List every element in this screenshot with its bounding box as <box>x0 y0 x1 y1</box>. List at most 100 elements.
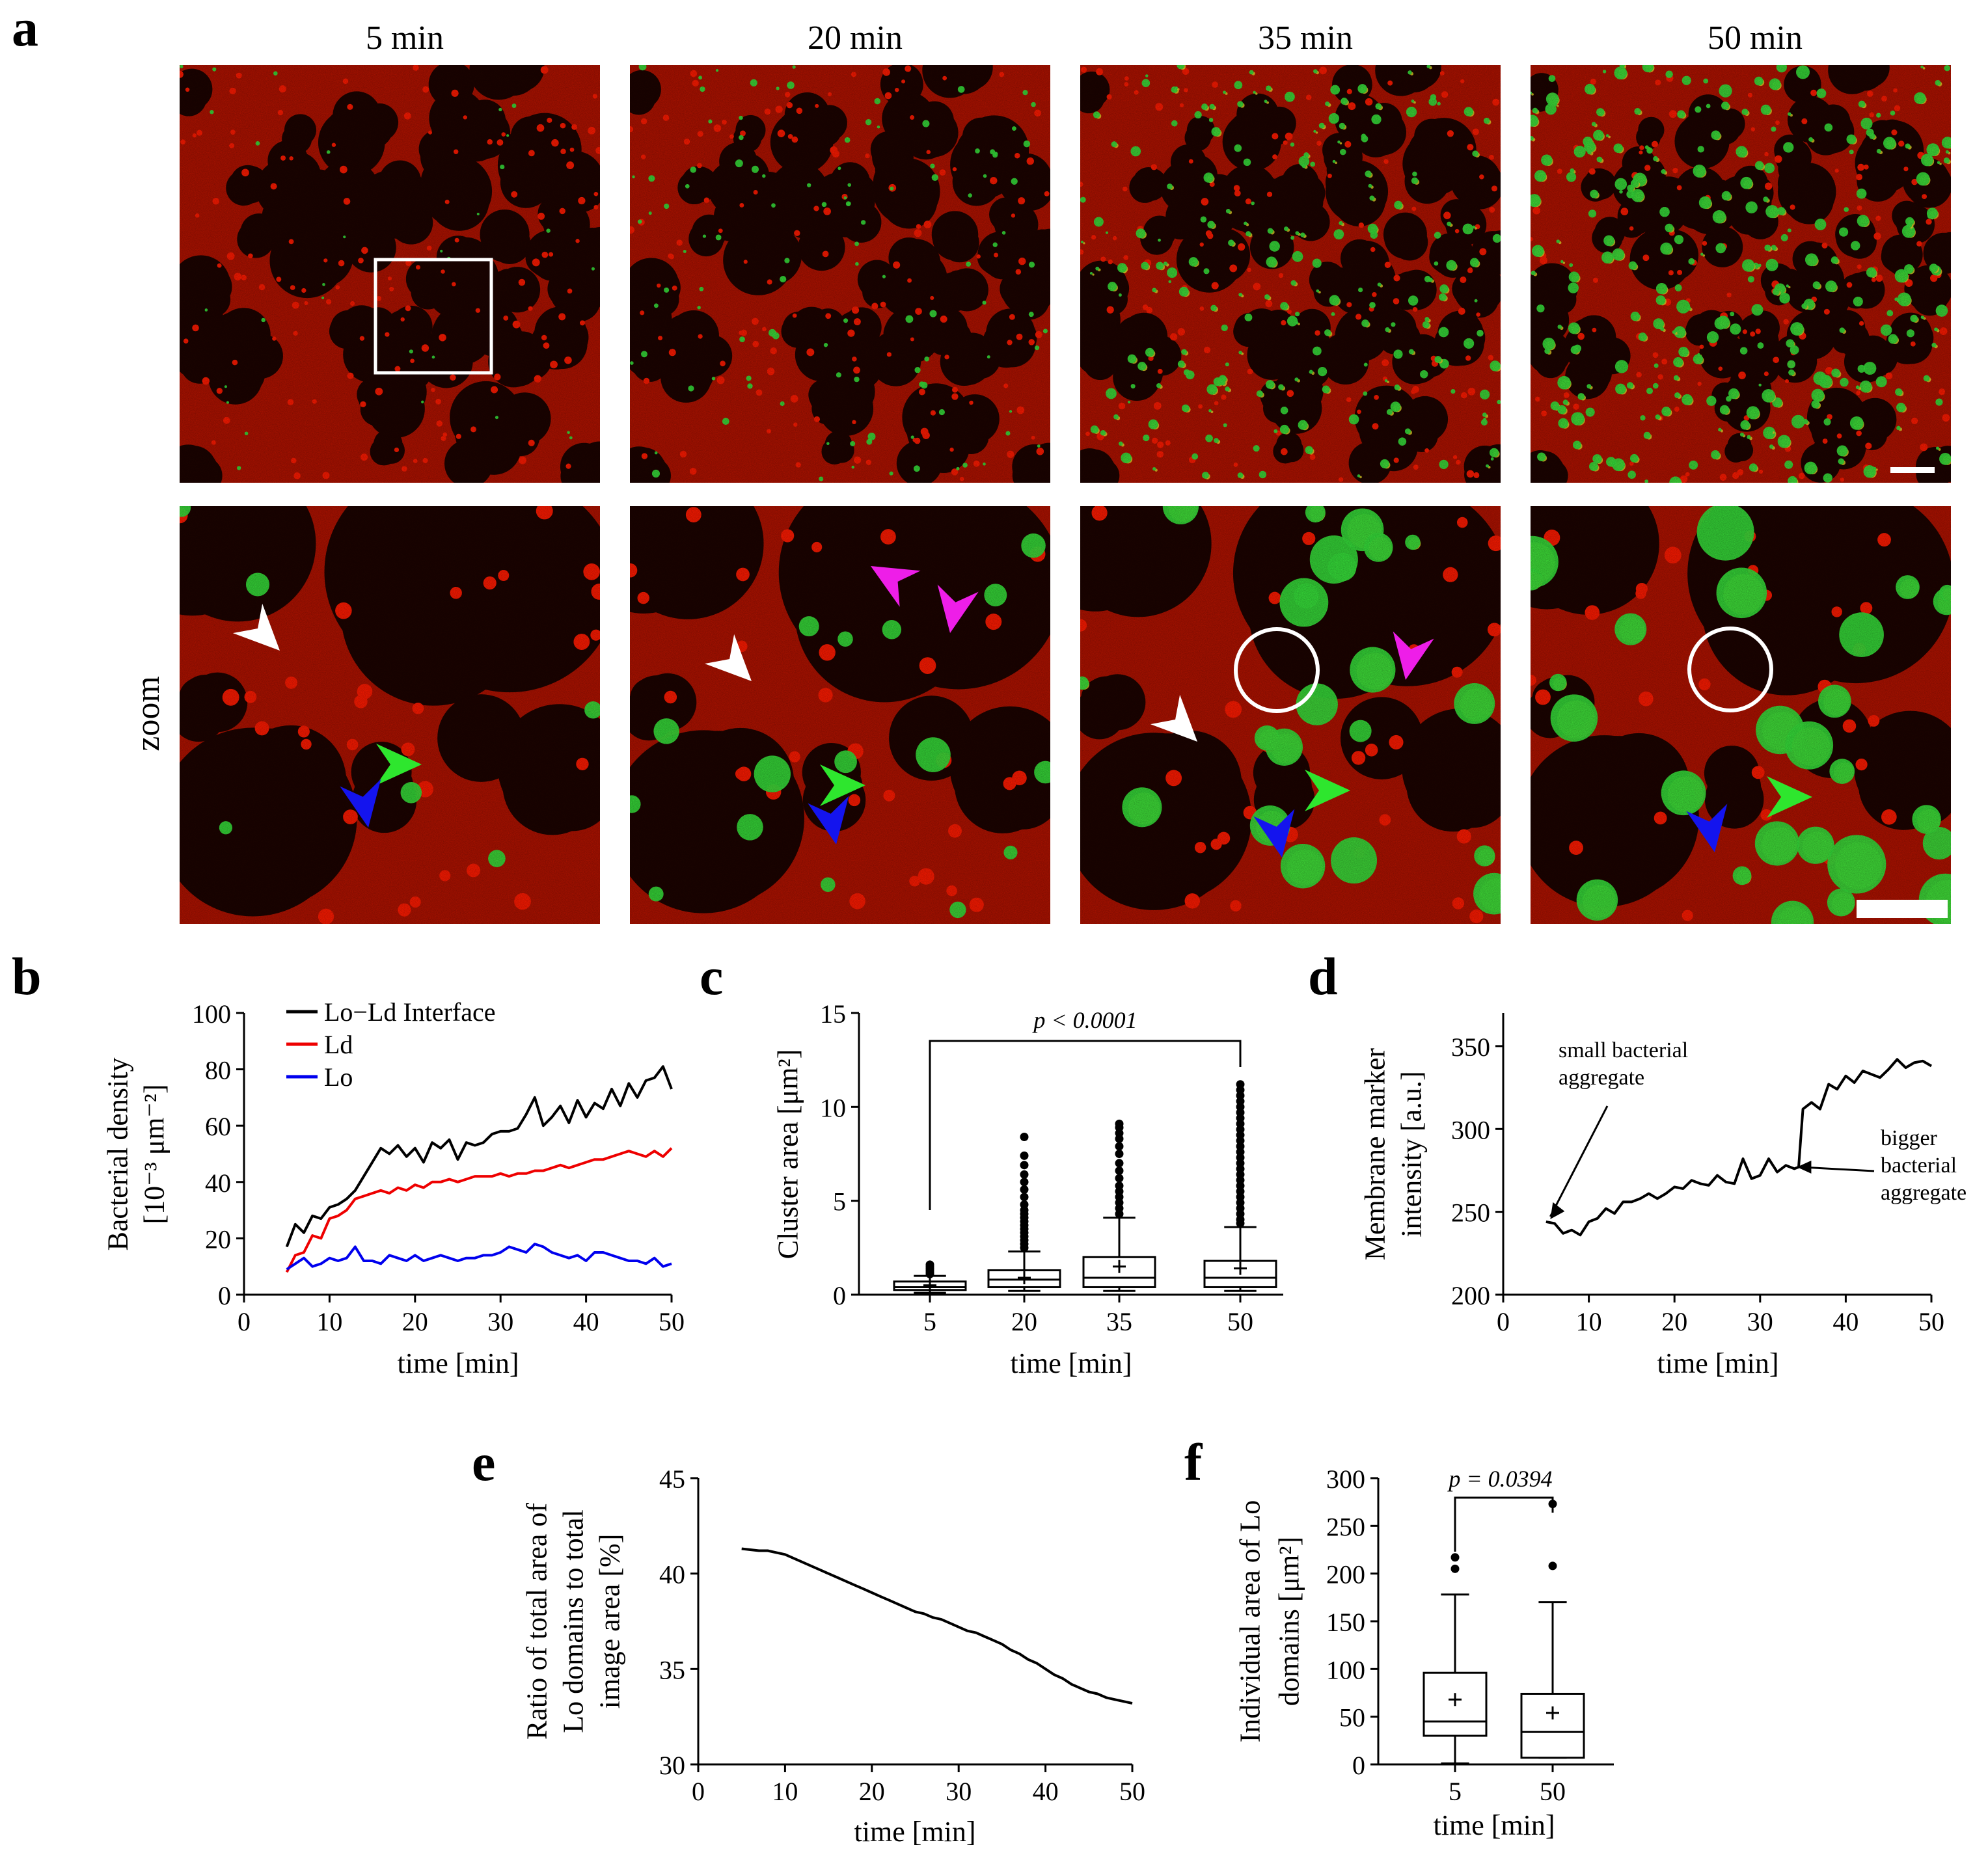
x-tick-label: 10 <box>772 1777 798 1806</box>
image-noise <box>630 65 1050 483</box>
y-axis-label-line: [10⁻³ μm⁻²] <box>138 1085 170 1224</box>
tile-content <box>630 506 1050 924</box>
x-axis-label: time [min] <box>1434 1809 1555 1841</box>
y-tick-label: 50 <box>1339 1703 1365 1733</box>
outlier-point <box>1115 1174 1124 1183</box>
y-tick-label: 5 <box>833 1187 846 1217</box>
x-tick-label: 40 <box>573 1307 599 1336</box>
y-tick-label: 35 <box>659 1655 685 1684</box>
series-line <box>741 1547 1133 1705</box>
panel-letter-e: e <box>472 1433 495 1492</box>
series-line <box>285 1065 673 1248</box>
outlier-point <box>1115 1181 1124 1191</box>
y-tick-label: 300 <box>1451 1115 1490 1144</box>
significance-bracket <box>929 1040 1242 1210</box>
box-50-min <box>1203 1080 1277 1292</box>
x-tick-label: 10 <box>1576 1307 1602 1336</box>
y-tick-label: 80 <box>205 1056 231 1085</box>
arrowhead-shape <box>1150 694 1197 742</box>
y-tick-label: 150 <box>1326 1608 1365 1637</box>
highlight-circle <box>1234 627 1320 713</box>
y-axis-label-line: Membrane marker <box>1359 1048 1391 1261</box>
outlier-point <box>1548 1561 1557 1571</box>
outlier-point <box>1236 1080 1245 1089</box>
series-line <box>1545 1058 1932 1237</box>
y-axis-label: Membrane marker intensity [a.u.] <box>1359 1048 1427 1261</box>
y-tick-label: 300 <box>1326 1464 1365 1494</box>
x-tick-label: 35 <box>1106 1307 1132 1336</box>
panel-f-lo-domain-area-chart: 0 50 100 150 200 250 300 5 50 time [min] Individua… <box>1234 1464 1614 1841</box>
white-arrowhead <box>704 634 752 681</box>
arrowhead-shape <box>1686 803 1728 852</box>
series-line <box>286 1243 672 1271</box>
highlight-circle <box>1687 627 1773 712</box>
box-35-min <box>1082 1119 1156 1292</box>
y-tick-label: 10 <box>820 1093 846 1122</box>
annotation-text: bacterial <box>1881 1154 1957 1178</box>
outlier-point <box>1020 1170 1029 1179</box>
x-tick-label: 20 <box>402 1307 428 1336</box>
image-noise <box>1531 506 1951 924</box>
outlier-point <box>925 1260 934 1269</box>
y-axis-label: Cluster area [μm²] <box>772 1049 804 1260</box>
panel-letter-b: b <box>12 947 42 1006</box>
outlier-point <box>1115 1166 1124 1175</box>
tile-content <box>630 65 1050 483</box>
y-axis-label-line: domains [μm²] <box>1273 1537 1305 1706</box>
x-tick-label: 30 <box>1747 1307 1773 1336</box>
annotation-arrowhead <box>1797 1160 1812 1174</box>
x-tick-label: 40 <box>1832 1307 1859 1336</box>
x-tick-label: 0 <box>692 1777 705 1806</box>
image-noise <box>180 506 600 924</box>
y-tick-label: 250 <box>1326 1512 1365 1541</box>
box-50-min <box>1520 1500 1585 1759</box>
micrograph-grid <box>180 65 1951 924</box>
green-arrowhead <box>376 744 422 785</box>
panel-e-lo-area-ratio-chart: 0 10 20 30 40 50 30 35 40 45 time [min] Ratio of to… <box>521 1464 1145 1848</box>
y-tick-label: 200 <box>1451 1281 1490 1310</box>
image-noise <box>1531 65 1951 483</box>
panel-letter-d: d <box>1308 947 1338 1006</box>
outlier-point <box>1020 1185 1029 1194</box>
arrowhead-shape <box>340 779 381 828</box>
box-5-min <box>893 1260 967 1294</box>
outlier-point <box>1115 1142 1124 1151</box>
green-arrowhead <box>1767 776 1812 818</box>
green-arrowhead <box>820 764 865 806</box>
annotation-text: bigger <box>1881 1126 1938 1150</box>
x-tick-label: 50 <box>1540 1777 1566 1806</box>
outlier-point <box>1115 1159 1124 1168</box>
arrowhead-shape <box>808 796 849 844</box>
white-arrowhead <box>232 603 280 651</box>
outlier-point <box>1020 1193 1029 1202</box>
blue-arrowhead <box>340 779 381 828</box>
outlier-point <box>1450 1553 1460 1562</box>
outlier-point <box>1450 1564 1460 1573</box>
y-tick-label: 20 <box>205 1224 231 1254</box>
p-value-annotation: p = 0.0394 <box>1447 1466 1552 1492</box>
x-tick-label: 5 <box>1449 1777 1462 1806</box>
legend-label: Lo−Ld Interface <box>324 997 496 1027</box>
outlier-point <box>1020 1133 1029 1142</box>
image-noise <box>1080 65 1501 483</box>
x-tick-label: 20 <box>1011 1307 1037 1336</box>
x-tick-label: 50 <box>1119 1777 1145 1806</box>
arrowhead-shape <box>704 634 752 681</box>
overview-micrograph-tile <box>1531 65 1951 483</box>
arrowhead-shape <box>1253 809 1295 857</box>
y-tick-label: 60 <box>205 1112 231 1141</box>
arrowhead-shape <box>232 603 280 651</box>
scale-bar-zoom <box>1857 900 1948 918</box>
image-noise <box>630 506 1050 924</box>
p-value-annotation: p < 0.0001 <box>1031 1007 1137 1033</box>
panel-d-membrane-intensity-chart: 0 10 20 30 40 50 200 250 300 350 time [min] Membran… <box>1359 1013 1967 1379</box>
outlier-point <box>1115 1150 1124 1158</box>
outlier-point <box>1020 1200 1029 1209</box>
y-tick-label: 350 <box>1451 1032 1490 1062</box>
y-axis-label-line: Bacterial density <box>102 1058 133 1251</box>
y-tick-label: 250 <box>1451 1198 1490 1228</box>
panel-a-column-titles: 5 min 20 min 35 min 50 min <box>366 20 1803 57</box>
outlier-point <box>1020 1161 1029 1170</box>
panel-c-cluster-area-chart: 0 5 10 15 5 20 35 50 time [min] Cluster area [μm²… <box>772 999 1283 1379</box>
